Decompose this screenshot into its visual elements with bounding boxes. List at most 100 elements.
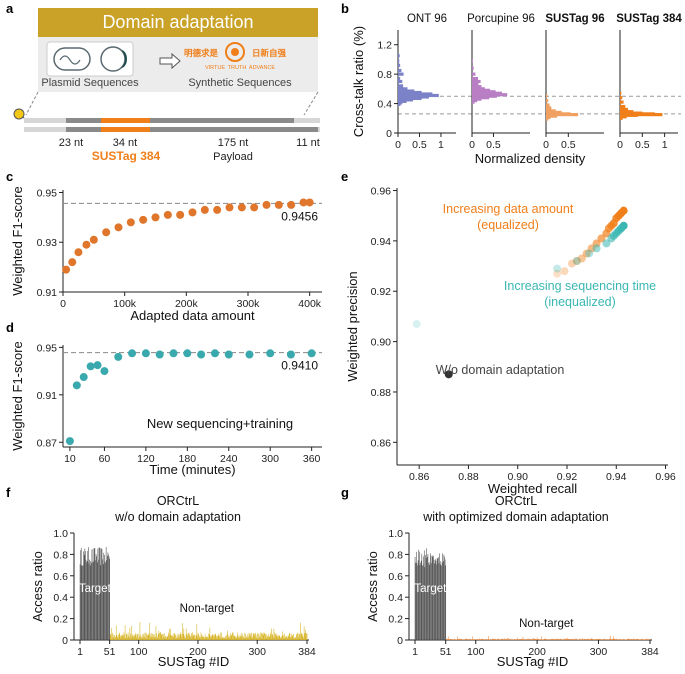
x-axis-label: Weighted recall — [488, 481, 577, 496]
data-point — [572, 257, 581, 266]
nontarget-bar — [191, 633, 192, 640]
nontarget-bar — [558, 639, 559, 640]
nontarget-bar — [285, 636, 287, 640]
subplot-title-1: Porcupine 96 — [467, 13, 535, 25]
nontarget-bar — [280, 637, 281, 640]
x-tick-label: 0.90 — [507, 471, 528, 483]
nontarget-bar — [641, 638, 642, 640]
nontarget-bar — [154, 637, 156, 640]
target-bar — [415, 562, 416, 640]
target-bar — [88, 563, 90, 640]
nontarget-bar — [224, 637, 225, 640]
nontarget-bar — [598, 639, 600, 640]
nontarget-bar — [501, 638, 502, 640]
data-point — [572, 257, 581, 266]
zoom-line-left — [25, 91, 39, 116]
nontarget-bar — [123, 632, 125, 640]
nontarget-bar — [275, 633, 276, 640]
nontarget-bar — [628, 639, 630, 640]
chart-title-line-2: w/o domain adaptation — [114, 510, 241, 524]
target-bar — [423, 556, 424, 640]
nontarget-bar — [191, 636, 193, 640]
zoom-line-right — [303, 91, 319, 116]
nontarget-bar — [219, 636, 221, 640]
nontarget-bar — [181, 633, 183, 640]
nontarget-bar — [158, 630, 160, 640]
data-point — [553, 264, 562, 273]
nontarget-bar — [647, 639, 648, 640]
nontarget-bar — [234, 635, 236, 640]
nontarget-bar — [468, 638, 470, 640]
nontarget-bar — [188, 632, 189, 640]
nontarget-bar — [190, 637, 191, 640]
target-bar — [445, 565, 447, 640]
payload-label: Payload — [213, 151, 253, 163]
data-point — [176, 210, 185, 219]
histogram-bar — [546, 117, 549, 121]
nontarget-bar — [281, 636, 282, 640]
nontarget-bar — [123, 635, 124, 640]
nontarget-bar — [264, 632, 265, 640]
construct-diagram — [13, 108, 320, 132]
histogram-bar — [472, 79, 481, 84]
nontarget-bar — [644, 638, 646, 640]
nontarget-bar — [273, 628, 275, 640]
nontarget-bar — [504, 639, 506, 640]
target-bar — [108, 554, 109, 640]
nontarget-bar — [529, 638, 531, 640]
nontarget-bar — [589, 639, 591, 640]
nontarget-bar — [620, 639, 622, 640]
nontarget-bar — [507, 638, 509, 640]
nontarget-bar — [446, 638, 447, 640]
target-bar — [104, 554, 105, 640]
target-bar — [432, 557, 434, 640]
histogram-bar — [472, 82, 479, 87]
x-tick-label: 60 — [99, 453, 111, 465]
nontarget-bar — [201, 635, 202, 640]
nontarget-bar — [298, 637, 300, 640]
y-tick-label: 0.87 — [37, 437, 58, 449]
nontarget-bar — [476, 639, 478, 640]
nontarget-bar — [141, 637, 143, 640]
nontarget-bar — [611, 639, 612, 640]
x-tick-label: 0 — [543, 139, 549, 151]
nontarget-bar — [120, 635, 122, 640]
nontarget-bar — [631, 638, 632, 640]
nontarget-bar — [184, 635, 185, 640]
data-point — [597, 234, 606, 243]
nontarget-bar — [252, 632, 254, 640]
histogram-bar — [620, 113, 638, 117]
nontarget-bar — [595, 639, 596, 640]
nontarget-bar — [289, 633, 291, 640]
nontarget-bar — [447, 639, 448, 640]
nontarget-bar — [185, 628, 187, 640]
nontarget-bar — [233, 636, 235, 640]
nontarget-bar — [457, 639, 459, 640]
nontarget-bar — [259, 636, 260, 640]
nontarget-bar — [596, 639, 597, 640]
y-axis-label: Access ratio — [365, 551, 380, 622]
y-tick-label: 0.4 — [53, 592, 68, 604]
y-tick-label: 0.91 — [37, 287, 58, 299]
banner-background — [38, 8, 318, 37]
nontarget-bar — [149, 622, 150, 640]
nontarget-bar — [299, 634, 301, 640]
nontarget-bar — [146, 633, 147, 640]
target-bar — [82, 565, 84, 640]
y-tick-label: 0.95 — [37, 342, 58, 354]
nontarget-bar — [598, 639, 599, 640]
nontarget-bar — [495, 638, 496, 640]
nontarget-bar — [447, 636, 449, 640]
nontarget-bar — [194, 634, 195, 640]
nontarget-bar — [294, 637, 296, 640]
nontarget-bar — [291, 635, 293, 640]
histogram-bar — [620, 91, 622, 95]
nontarget-bar — [151, 633, 153, 640]
nontarget-bar — [460, 639, 461, 640]
nontarget-bar — [633, 638, 635, 640]
target-bar — [84, 548, 86, 640]
nontarget-bar — [124, 634, 125, 640]
nontarget-bar — [606, 639, 607, 640]
data-point — [210, 349, 219, 358]
nontarget-bar — [568, 638, 569, 640]
